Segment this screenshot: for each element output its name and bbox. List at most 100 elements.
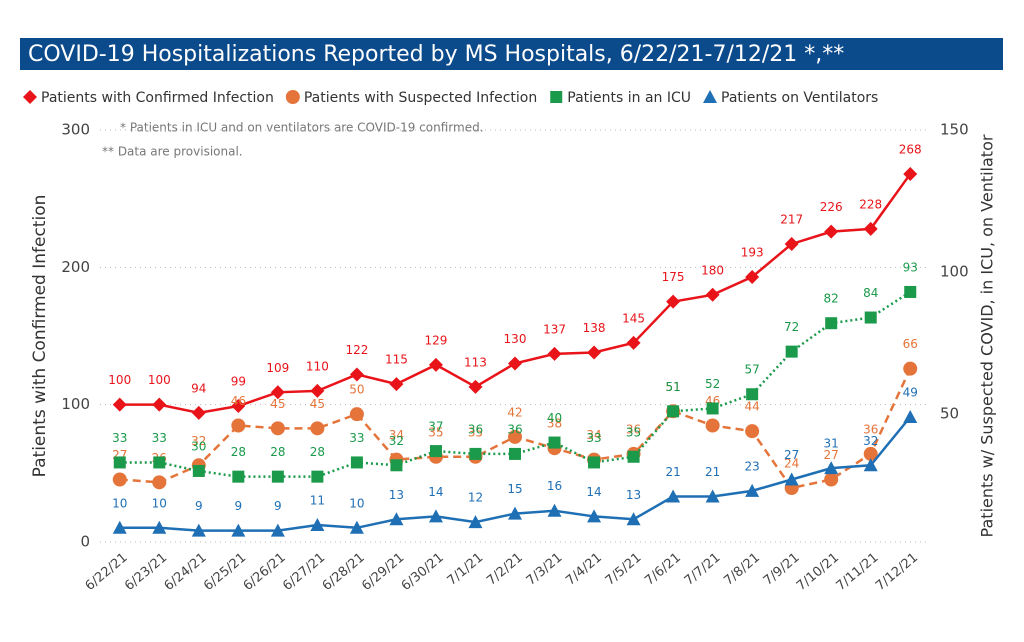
- value-label: 115: [385, 353, 408, 367]
- point: [270, 523, 285, 537]
- value-label: 193: [741, 245, 764, 259]
- x-tick-label: 7/1/21: [445, 550, 487, 588]
- x-tick-label: 6/28/21: [320, 550, 368, 594]
- point: [824, 224, 839, 239]
- x-tick-label: 6/26/21: [241, 550, 289, 594]
- value-label: 32: [863, 434, 878, 448]
- point: [547, 503, 562, 517]
- value-label: 268: [899, 142, 922, 156]
- point: [469, 447, 482, 460]
- value-label: 27: [824, 448, 839, 462]
- point: [389, 377, 404, 392]
- value-label: 9: [274, 499, 282, 513]
- point: [508, 429, 522, 444]
- point: [270, 385, 285, 400]
- value-label: 99: [231, 375, 246, 389]
- value-label: 34: [389, 428, 404, 442]
- point: [706, 402, 719, 415]
- value-label: 113: [464, 355, 487, 369]
- value-label: 21: [705, 465, 720, 479]
- value-label: 100: [108, 373, 131, 387]
- value-label: 38: [547, 417, 562, 431]
- y-tick-label: 0: [80, 533, 90, 551]
- value-label: 66: [903, 337, 918, 351]
- x-tick-label: 7/2/21: [484, 550, 526, 588]
- point: [548, 436, 561, 449]
- value-label: 46: [231, 394, 246, 408]
- point: [231, 418, 246, 433]
- legend-label: Patients on Ventilators: [721, 90, 878, 106]
- x-tick-label: 7/10/21: [794, 550, 842, 594]
- point: [626, 512, 641, 526]
- point: [232, 470, 245, 483]
- point: [311, 470, 324, 483]
- point: [587, 509, 602, 523]
- value-label: 49: [903, 385, 918, 399]
- point: [903, 166, 918, 181]
- x-tick-label: 6/24/21: [162, 550, 210, 594]
- value-label: 14: [428, 485, 443, 499]
- value-label: 57: [745, 363, 760, 377]
- value-label: 34: [586, 428, 601, 442]
- point: [863, 446, 878, 461]
- value-label: 82: [824, 292, 839, 306]
- value-label: 137: [543, 322, 566, 336]
- point: [745, 424, 760, 439]
- value-label: 11: [310, 493, 325, 507]
- value-label: 35: [626, 425, 641, 439]
- point: [705, 287, 720, 302]
- value-label: 35: [468, 425, 483, 439]
- point: [113, 456, 126, 469]
- point: [784, 472, 799, 486]
- point: [310, 517, 325, 531]
- x-tick-label: 7/11/21: [833, 550, 881, 594]
- value-label: 33: [349, 431, 364, 445]
- point: [389, 512, 404, 526]
- value-label: 33: [112, 431, 127, 445]
- x-tick-label: 7/8/21: [721, 550, 763, 588]
- note: ** Data are provisional.: [102, 145, 243, 159]
- x-tick-label: 7/12/21: [873, 550, 921, 594]
- x-tick-label: 7/5/21: [603, 550, 645, 588]
- value-label: 15: [507, 482, 522, 496]
- value-label: 28: [231, 445, 246, 459]
- value-label: 51: [665, 380, 680, 394]
- value-label: 45: [310, 397, 325, 411]
- y2-tick-label: 150: [940, 121, 969, 139]
- value-label: 51: [665, 380, 680, 394]
- value-label: 52: [705, 377, 720, 391]
- value-label: 228: [859, 197, 882, 211]
- point: [349, 407, 364, 422]
- value-label: 9: [195, 499, 203, 513]
- y-tick-label: 300: [61, 121, 90, 139]
- point: [428, 509, 443, 523]
- y2-tick-label: 100: [940, 263, 969, 281]
- legend-label: Patients with Confirmed Infection: [41, 90, 274, 106]
- point: [626, 335, 641, 350]
- point: [903, 361, 918, 376]
- legend-label: Patients in an ICU: [567, 90, 691, 106]
- value-label: 32: [191, 434, 206, 448]
- value-label: 129: [424, 333, 447, 347]
- point: [863, 221, 878, 236]
- value-label: 217: [780, 212, 803, 226]
- point: [112, 397, 127, 412]
- point: [587, 345, 602, 360]
- point: [705, 418, 720, 433]
- value-label: 45: [270, 397, 285, 411]
- value-label: 36: [468, 422, 483, 436]
- value-label: 175: [662, 270, 685, 284]
- value-label: 180: [701, 263, 724, 277]
- point: [509, 447, 521, 460]
- x-tick-label: 6/25/21: [201, 550, 249, 594]
- value-label: 16: [547, 479, 562, 493]
- value-label: 42: [507, 405, 522, 419]
- point: [627, 450, 640, 463]
- value-label: 21: [665, 465, 680, 479]
- value-label: 138: [583, 321, 606, 335]
- point: [310, 421, 325, 436]
- value-label: 33: [586, 431, 601, 445]
- x-tick-label: 6/27/21: [280, 550, 328, 594]
- y-tick-label: 100: [61, 395, 90, 413]
